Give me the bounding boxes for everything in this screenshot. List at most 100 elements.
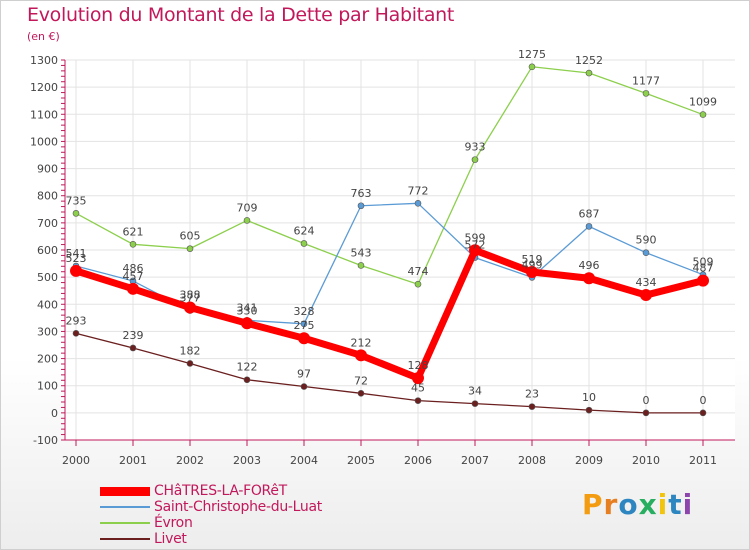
data-point — [72, 330, 80, 337]
brand-letter: i — [682, 488, 694, 521]
data-point — [127, 282, 139, 295]
data-point — [414, 200, 422, 207]
data-point — [355, 349, 367, 362]
data-point — [357, 202, 365, 210]
data-point — [243, 217, 251, 224]
legend-item: Saint-Christophe-du-Luat — [100, 499, 322, 515]
data-label: 621 — [123, 225, 144, 238]
data-label: 239 — [123, 329, 144, 342]
data-label: 128 — [408, 359, 429, 372]
data-point — [526, 265, 538, 278]
y-tick-label: 900 — [37, 163, 58, 176]
data-point — [72, 210, 80, 217]
data-point — [699, 111, 707, 118]
series-line — [75, 332, 703, 414]
y-tick-label: 1200 — [30, 81, 58, 94]
y-tick-label: 200 — [37, 353, 58, 366]
data-point — [471, 400, 479, 407]
data-label: 523 — [66, 252, 87, 265]
data-label: 457 — [123, 270, 144, 283]
legend-swatch — [100, 522, 150, 524]
data-label: 275 — [294, 319, 315, 332]
data-label: 599 — [465, 231, 486, 244]
legend-label: Livet — [154, 531, 187, 547]
data-label: 624 — [294, 224, 315, 237]
x-tick-label: 2005 — [347, 454, 375, 467]
data-point — [642, 90, 650, 97]
brand-letter: o — [618, 488, 639, 521]
data-point — [298, 332, 310, 345]
data-point — [70, 264, 82, 277]
data-label: 1177 — [632, 74, 660, 87]
legend-item: Livet — [100, 531, 322, 547]
data-point — [241, 317, 253, 330]
y-tick-label: 500 — [37, 271, 58, 284]
data-point — [414, 397, 422, 404]
y-tick-label: -100 — [33, 434, 58, 447]
data-label: 293 — [66, 314, 87, 327]
data-label: 341 — [237, 301, 258, 314]
x-tick-label: 2004 — [290, 454, 318, 467]
data-label: 499 — [522, 258, 543, 271]
y-tick-label: 700 — [37, 217, 58, 230]
data-point — [129, 241, 137, 248]
data-label: 543 — [351, 246, 372, 259]
brand-letter: r — [603, 488, 619, 521]
data-point — [300, 320, 308, 328]
legend-swatch — [100, 538, 150, 540]
y-tick-label: 1300 — [30, 54, 58, 67]
data-point — [471, 156, 479, 163]
data-label: 0 — [700, 394, 707, 407]
brand-letter: i — [657, 488, 669, 521]
data-label: 212 — [351, 336, 372, 349]
data-point — [414, 280, 422, 288]
data-point — [412, 372, 424, 385]
data-label: 541 — [66, 247, 87, 260]
data-point — [699, 409, 707, 417]
brand-letter: P — [582, 488, 604, 521]
legend-swatch — [100, 506, 150, 508]
data-point — [697, 274, 709, 287]
data-label: 605 — [180, 230, 201, 243]
data-point — [642, 249, 650, 257]
data-point — [585, 69, 593, 77]
legend-item: Évron — [100, 515, 322, 531]
y-tick-label: 0 — [51, 407, 58, 420]
data-point — [186, 360, 194, 367]
data-point — [585, 223, 593, 230]
data-label: 45 — [411, 382, 425, 395]
data-point — [300, 383, 308, 390]
data-label: 590 — [636, 234, 657, 247]
x-tick-label: 2009 — [575, 454, 603, 467]
x-tick-label: 2007 — [461, 454, 489, 467]
data-label: 933 — [465, 141, 486, 154]
data-label: 487 — [693, 262, 714, 275]
data-label: 486 — [123, 262, 144, 275]
x-tick-label: 2001 — [119, 454, 147, 467]
data-label: 23 — [525, 388, 539, 401]
data-point — [300, 240, 308, 247]
data-label: 72 — [354, 374, 368, 387]
data-point — [583, 272, 595, 285]
data-label: 10 — [582, 391, 596, 404]
data-label: 388 — [180, 289, 201, 302]
data-point — [357, 390, 365, 397]
y-tick-label: 300 — [37, 325, 58, 338]
data-label: 496 — [579, 259, 600, 272]
data-point — [186, 245, 194, 252]
x-tick-label: 2010 — [632, 454, 660, 467]
legend-swatch — [100, 486, 150, 496]
data-point — [528, 403, 536, 410]
y-tick-label: 800 — [37, 190, 58, 203]
data-label: 474 — [408, 265, 429, 278]
data-point — [640, 289, 652, 302]
x-tick-label: 2002 — [176, 454, 204, 467]
data-label: 763 — [351, 187, 372, 200]
data-label: 97 — [297, 368, 311, 381]
data-label: 1275 — [518, 48, 546, 61]
data-label: 377 — [180, 292, 201, 305]
data-label: 772 — [408, 184, 429, 197]
series-line — [74, 246, 704, 382]
data-label: 1252 — [575, 54, 603, 67]
